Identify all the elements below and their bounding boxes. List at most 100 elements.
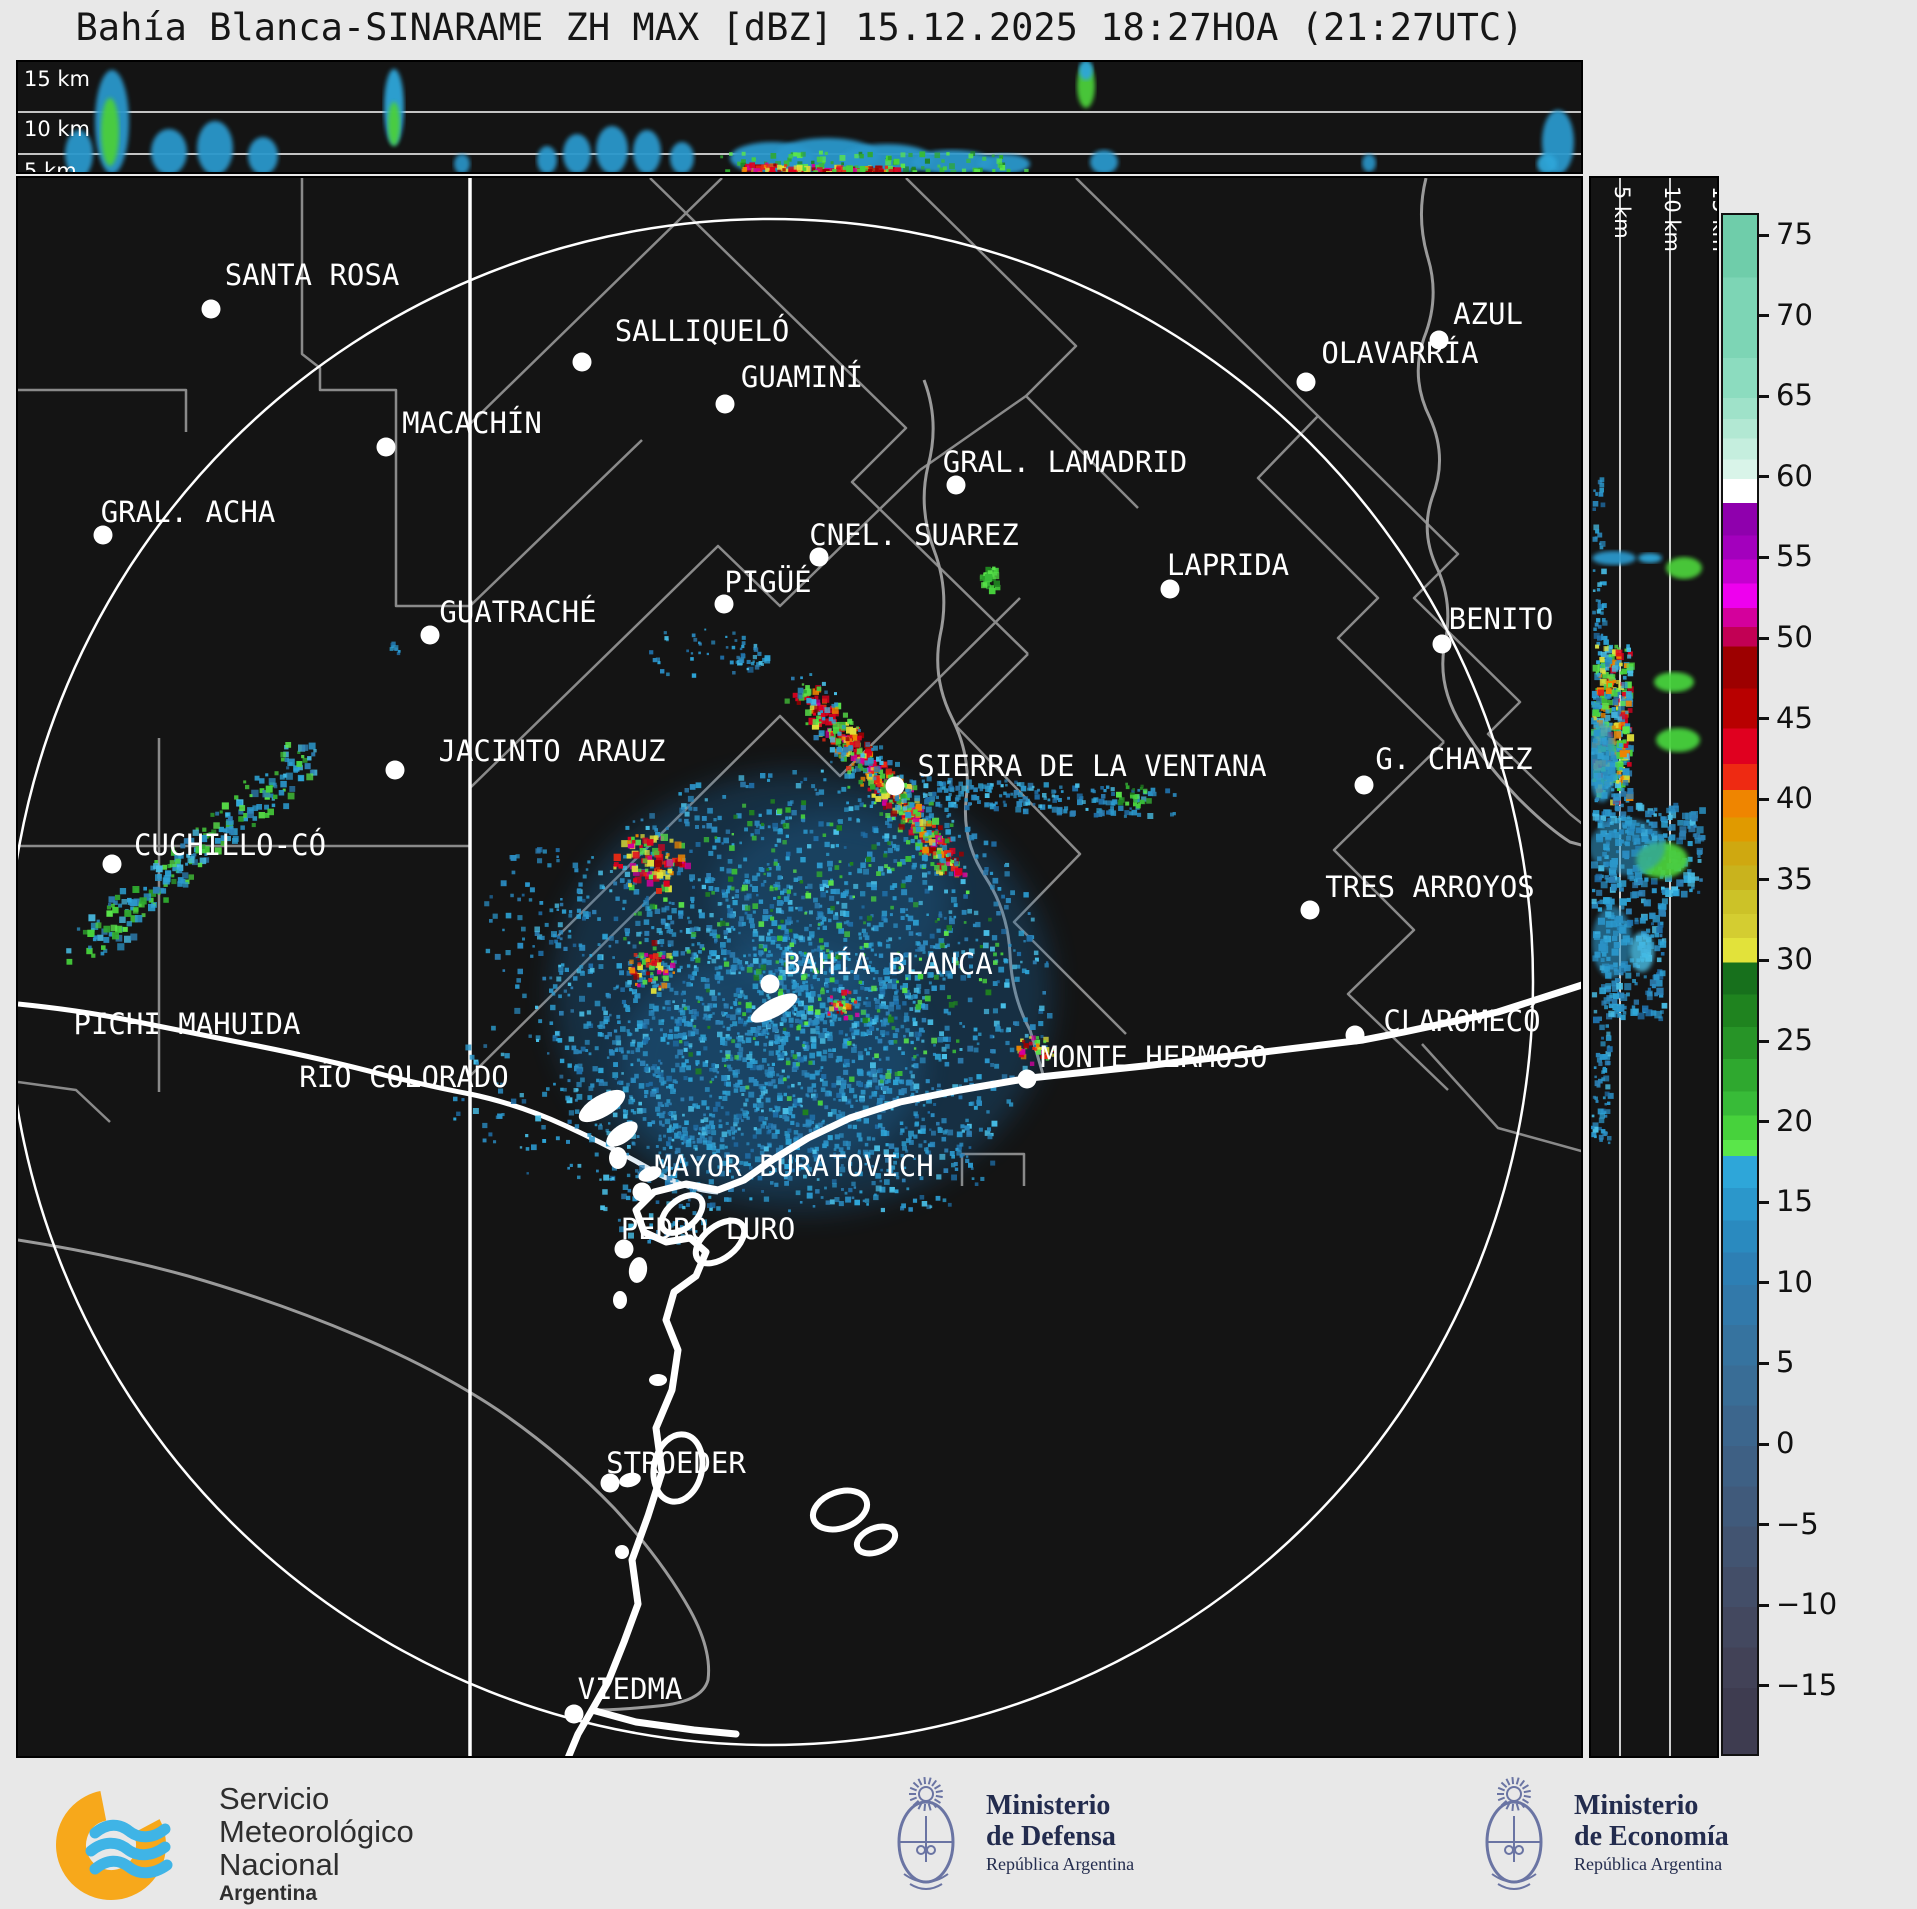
colorbar-tick-label: 55	[1776, 539, 1813, 574]
city-dot	[93, 525, 113, 545]
colorbar-tick-label: 5	[1776, 1345, 1795, 1380]
ministerio-defensa-text: Ministerio de Defensa República Argentin…	[986, 1790, 1134, 1876]
page-title: Bahía Blanca-SINARAME ZH MAX [dBZ] 15.12…	[75, 6, 1524, 49]
radar-echo-blob	[1591, 819, 1665, 875]
city-dot	[1429, 330, 1449, 350]
radar-echo-blob	[151, 129, 187, 172]
coat-of-arms-icon	[897, 1776, 955, 1890]
colorbar-tick	[1757, 1039, 1769, 1043]
colorbar-tick	[1757, 1442, 1769, 1446]
city-label: SIERRA DE LA VENTANA	[917, 749, 1266, 783]
colorbar-tick	[1757, 878, 1769, 882]
city-label: GRAL. ACHA	[101, 495, 276, 529]
altitude-label: 5 km	[1610, 186, 1634, 239]
colorbar-tick	[1757, 1120, 1769, 1124]
radar-echo-blob	[454, 154, 470, 172]
city-dot	[632, 1182, 652, 1202]
radar-echo-blob	[1537, 154, 1557, 172]
colorbar-tick-label: 45	[1776, 700, 1813, 735]
city-label: SANTA ROSA	[225, 258, 400, 292]
city-label: MAYOR BURATOVICH	[654, 1149, 933, 1183]
radar-map-panel: SANTA ROSA SALLIQUELÓ GUAMINÍ MACACHÍN GRAL.…	[16, 176, 1583, 1909]
colorbar-tick	[1757, 717, 1769, 721]
city-dot	[1296, 372, 1316, 392]
city-label: MONTE HERMOSO	[1041, 1040, 1268, 1074]
city-dot	[1300, 900, 1320, 920]
city-label: TRES ARROYOS	[1325, 870, 1535, 904]
colorbar-tick	[1757, 636, 1769, 640]
city-dot	[715, 394, 735, 414]
colorbar-tick-label: −15	[1776, 1667, 1838, 1702]
colorbar-tick-label: 25	[1776, 1023, 1813, 1057]
city-dot	[102, 854, 122, 874]
city-label: STROEDER	[606, 1446, 746, 1480]
city-label: PIGÜÉ	[724, 565, 811, 599]
colorbar-tick-label: 40	[1776, 781, 1813, 816]
city-label: GUATRACHÉ	[439, 595, 596, 629]
city-label: GUAMINÍ	[741, 360, 863, 394]
ministry-subtitle: de Economía	[1574, 1821, 1729, 1852]
altitude-label: 10 km	[24, 117, 90, 141]
colorbar-tick-label: −10	[1776, 1587, 1838, 1622]
radar-echo-blob	[248, 137, 278, 172]
city-label: CUCHILLO-CÓ	[134, 828, 326, 862]
city-dot	[385, 760, 405, 780]
smn-logo-icon	[55, 1789, 173, 1900]
colorbar-tick-label: 75	[1776, 217, 1813, 251]
colorbar-tick-label: 20	[1776, 1103, 1813, 1138]
ministerio-economia-group: Ministerio de Economía República Argenti…	[1468, 1770, 1729, 1896]
colorbar-tick-label: −5	[1776, 1506, 1819, 1541]
city-label: BAHÍA BLANCA	[783, 947, 993, 981]
ministry-country: República Argentina	[986, 1854, 1135, 1874]
city-dot	[201, 299, 221, 319]
radar-echo-blob	[1630, 932, 1654, 972]
colorbar-tick	[1757, 1200, 1769, 1204]
colorbar-tick-label: 35	[1776, 861, 1813, 896]
ministry-title: Ministerio	[986, 1790, 1111, 1821]
ministerio-defensa-group: Ministerio de Defensa República Argentin…	[880, 1770, 1134, 1896]
radar-map: SANTA ROSA SALLIQUELÓ GUAMINÍ MACACHÍN GRAL.…	[18, 178, 1581, 1756]
radar-echo-blob	[670, 142, 694, 172]
colorbar-tick	[1757, 1281, 1769, 1285]
radar-echo-blob	[1592, 551, 1636, 565]
colorbar-tick-label: 10	[1776, 1264, 1813, 1299]
radar-echo-blob	[1654, 672, 1694, 692]
city-dot	[760, 974, 780, 994]
ministerio-economia-text: Ministerio de Economía República Argenti…	[1574, 1790, 1729, 1876]
ministry-country: República Argentina	[1574, 1854, 1723, 1874]
city-label: VIEDMA	[578, 1672, 683, 1706]
smn-line-nacional: Nacional	[219, 1847, 340, 1882]
city-dot	[1432, 634, 1452, 654]
city-label: BENITO	[1449, 602, 1554, 636]
ministry-subtitle: de Defensa	[986, 1821, 1116, 1852]
colorbar-tick	[1757, 314, 1769, 318]
colorbar-tick	[1757, 394, 1769, 398]
city-label: SALLIQUELÓ	[615, 314, 790, 348]
colorbar-tick	[1757, 1523, 1769, 1527]
top-cross-section-panel: 15 km 10 km 5 km	[16, 60, 1583, 174]
region-label: PICHI MAHUIDA	[74, 1007, 301, 1041]
city-label: LAPRIDA	[1167, 548, 1289, 582]
city-dot	[1345, 1025, 1365, 1045]
city-dot	[885, 776, 905, 796]
dbz-colorbar	[1721, 213, 1759, 1756]
radar-echo-blob	[1362, 154, 1376, 172]
colorbar-tick	[1757, 797, 1769, 801]
colorbar-tick	[1757, 475, 1769, 479]
city-dot	[614, 1239, 634, 1259]
radar-echo-blob	[1090, 150, 1118, 172]
coat-of-arms-icon	[1485, 1776, 1543, 1890]
city-label: GRAL. LAMADRID	[943, 445, 1187, 479]
radar-echo-blob	[633, 130, 661, 172]
altitude-label: 10 km	[1660, 186, 1684, 252]
city-label: CLAROMECÓ	[1383, 1004, 1540, 1038]
colorbar-tick-label: 65	[1776, 378, 1813, 413]
city-dot	[572, 352, 592, 372]
city-dot	[1160, 579, 1180, 599]
colorbar-tick	[1757, 958, 1769, 962]
radar-echo-blob	[1592, 906, 1632, 978]
city-dot	[809, 547, 829, 567]
city-dot	[600, 1473, 620, 1493]
footer: Servicio Meteorológico Nacional Argentin…	[0, 1758, 1917, 1909]
